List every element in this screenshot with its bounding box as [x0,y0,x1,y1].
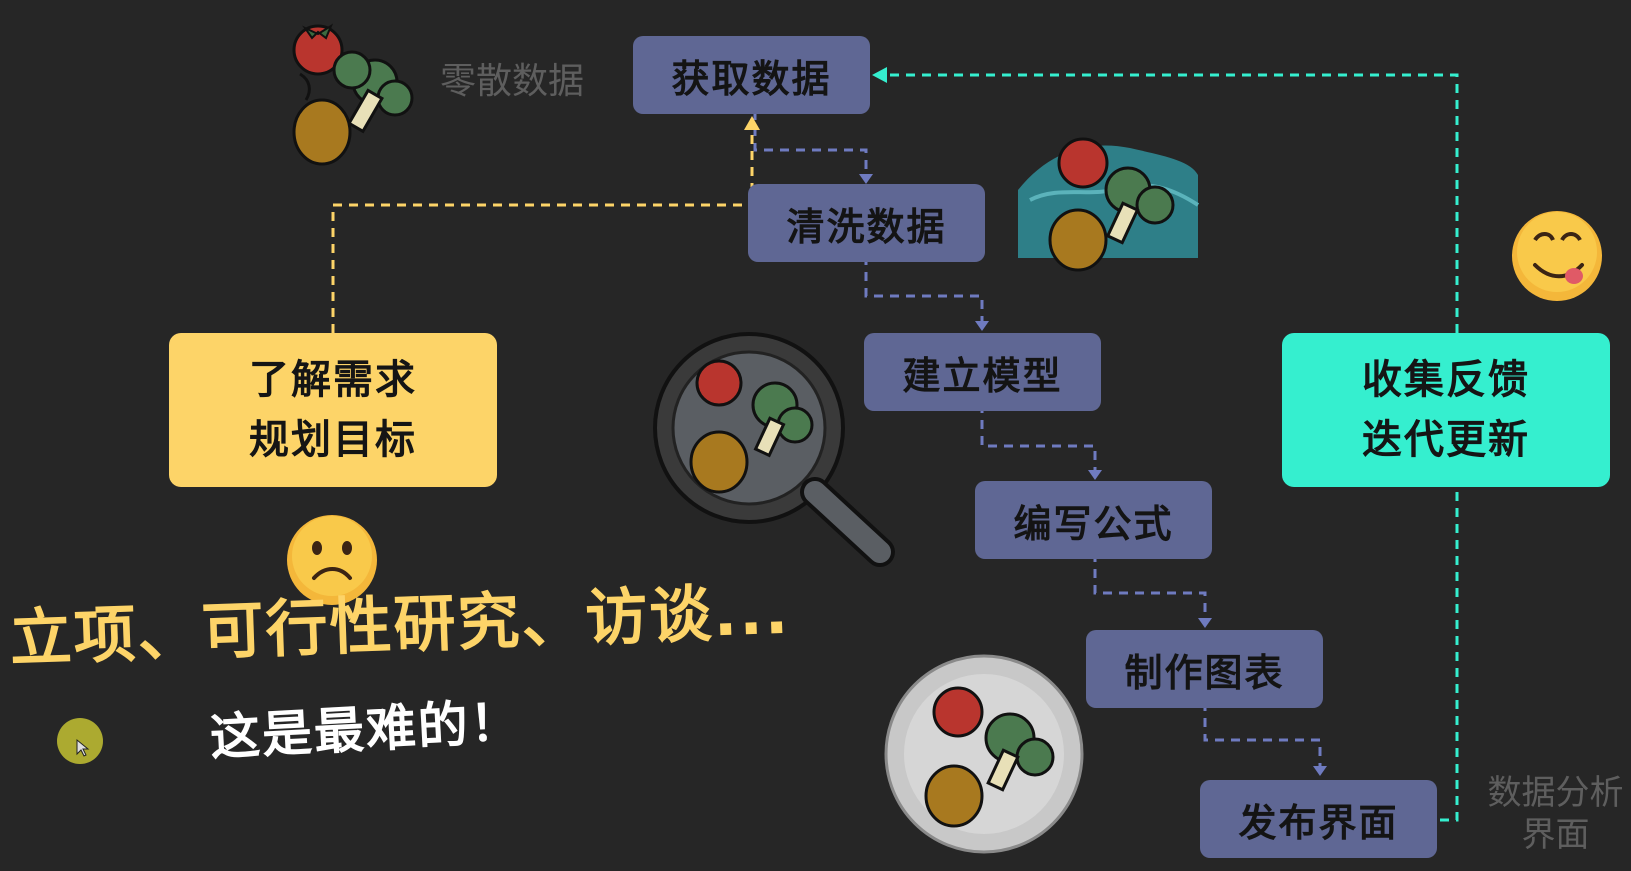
washing-vegetables-icon [1018,137,1200,272]
yum-face-icon [1512,211,1602,301]
step-clean-data: 清洗数据 [748,184,985,262]
requirements-line2: 规划目标 [249,417,417,463]
step-write-formula: 编写公式 [975,481,1212,559]
feedback-line2: 迭代更新 [1362,417,1530,463]
step-get-data: 获取数据 [633,36,870,114]
analysis-ui-label: 数据分析 界面 [1480,772,1631,856]
connector-publish-feedback [1440,485,1459,822]
connector-requirements-get [331,125,754,333]
frying-pan-icon [653,332,895,567]
vegetables-icon [292,23,414,166]
connector-feedback-get [885,73,1459,333]
connector-chart-publish [1203,702,1322,770]
step-arrowheads [859,174,1327,776]
step-build-model: 建立模型 [864,333,1101,411]
feedback-box: 收集反馈 迭代更新 [1282,333,1610,487]
mouse-cursor-icon [57,718,103,764]
connector-get-clean [753,111,868,178]
arrowhead-yellow [744,116,760,130]
cursor-arrow-icon [76,738,90,757]
arrowhead-cyan [872,67,887,83]
connector-model-formula [980,404,1097,474]
step-connectors [753,111,1322,770]
frowning-face-icon [287,515,377,605]
requirements-box: 了解需求 规划目标 [169,333,497,487]
connector-clean-model [864,256,984,325]
analysis-ui-label-line1: 数据分析 [1487,773,1624,813]
step-make-chart: 制作图表 [1086,630,1323,708]
requirements-line1: 了解需求 [249,357,417,403]
scattered-data-label: 零散数据 [440,61,585,102]
feedback-line1: 收集反馈 [1362,357,1530,403]
step-publish-ui: 发布界面 [1200,780,1437,858]
dish-plate-icon [884,654,1084,854]
analysis-ui-label-line2: 界面 [1521,815,1590,855]
connector-formula-chart [1093,553,1207,622]
